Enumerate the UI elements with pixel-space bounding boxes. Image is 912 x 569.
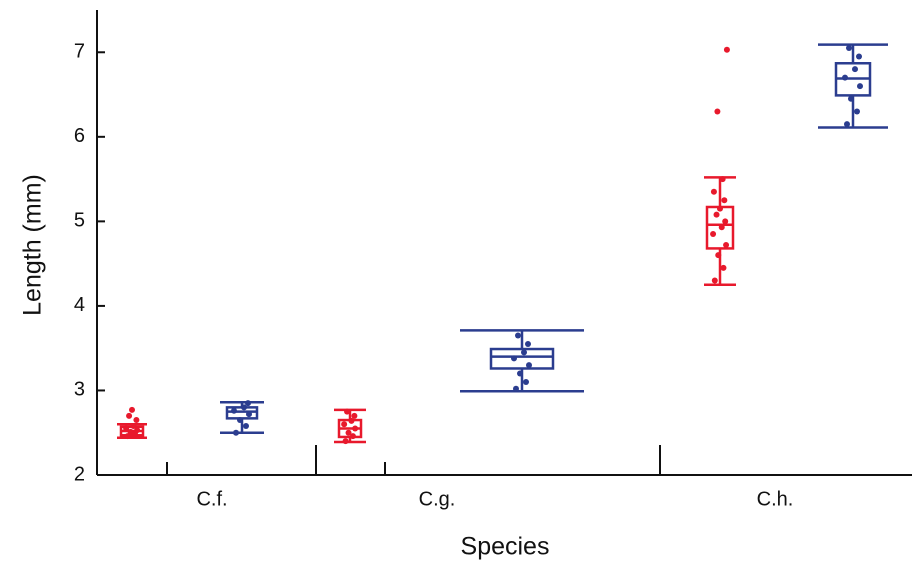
point: [134, 427, 141, 434]
point: [713, 211, 720, 218]
point: [127, 428, 134, 435]
point: [852, 66, 858, 73]
point: [718, 224, 725, 231]
y-tick-label: 3: [74, 379, 85, 401]
point: [126, 412, 133, 419]
point: [124, 433, 131, 440]
point: [842, 74, 848, 81]
point: [133, 417, 140, 424]
point: [521, 349, 527, 356]
point: [130, 422, 137, 429]
point: [523, 379, 529, 385]
y-axis-title: Length (mm): [19, 174, 47, 316]
point: [723, 46, 730, 53]
point: [856, 53, 862, 60]
point: [714, 108, 721, 115]
point: [237, 417, 243, 424]
point: [245, 400, 251, 407]
point: [246, 411, 252, 418]
point: [344, 408, 351, 415]
x-tick-label: C.f.: [196, 488, 227, 510]
point: [352, 425, 359, 432]
point: [715, 252, 722, 259]
point: [711, 277, 718, 284]
y-tick-label: 5: [74, 210, 85, 232]
point: [525, 340, 531, 347]
x-tick-label: C.h.: [757, 488, 794, 510]
point: [515, 332, 521, 339]
point: [349, 433, 356, 440]
point: [123, 425, 130, 432]
point: [526, 362, 532, 369]
point: [710, 231, 717, 238]
x-tick-label: C.g.: [419, 488, 456, 510]
point: [710, 188, 717, 195]
y-tick-label: 2: [74, 463, 85, 485]
point: [721, 197, 728, 204]
point: [348, 417, 355, 424]
point: [233, 429, 239, 436]
point: [231, 407, 237, 414]
point: [846, 45, 852, 52]
point: [848, 95, 854, 102]
point: [719, 176, 726, 183]
x-axis-title: Species: [461, 533, 550, 561]
point: [844, 121, 850, 128]
point: [129, 406, 135, 413]
point: [341, 421, 348, 428]
point: [342, 438, 349, 445]
box: [489, 347, 555, 370]
point: [857, 83, 863, 90]
point: [513, 385, 519, 392]
y-tick-label: 7: [74, 41, 85, 63]
y-tick-label: 4: [74, 294, 85, 316]
point: [517, 370, 523, 377]
y-tick-label: 6: [74, 125, 85, 147]
point: [351, 412, 358, 419]
point: [717, 205, 723, 212]
point: [511, 355, 517, 362]
point: [722, 218, 729, 225]
point: [723, 242, 730, 249]
point: [241, 404, 247, 411]
point: [345, 429, 352, 436]
point: [854, 108, 860, 115]
point: [720, 264, 727, 271]
point: [243, 422, 249, 429]
